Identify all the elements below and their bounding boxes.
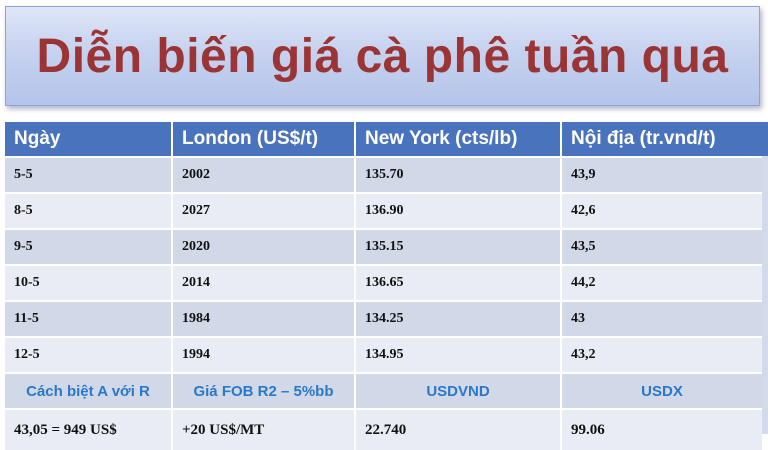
table-cell: 135.15 [356, 230, 560, 264]
table-cell: 2020 [173, 230, 354, 264]
title-banner: Diễn biến giá cà phê tuần qua [5, 6, 760, 106]
coffee-price-table: Ngày London (US$/t) New York (cts/lb) Nộ… [5, 122, 762, 450]
fob-price-value: +20 US$/MT [173, 410, 354, 450]
subheader-usdx: USDX [562, 374, 762, 408]
table-cell: 42,6 [562, 194, 762, 228]
table-cell: 5-5 [5, 158, 171, 192]
table-cell: 44,2 [562, 266, 762, 300]
table-cell: 135.70 [356, 158, 560, 192]
table-cell: 43,2 [562, 338, 762, 372]
table-cell: 1984 [173, 302, 354, 336]
table-cell: 8-5 [5, 194, 171, 228]
table-cell: 136.90 [356, 194, 560, 228]
table-cell: 134.95 [356, 338, 560, 372]
table-cell: 2014 [173, 266, 354, 300]
table-cell: 2002 [173, 158, 354, 192]
spread-value: 43,05 = 949 US$ [5, 410, 171, 450]
table-cell: 12-5 [5, 338, 171, 372]
table-cell: 43 [562, 302, 762, 336]
table-cell: 136.65 [356, 266, 560, 300]
table-cell: 9-5 [5, 230, 171, 264]
table-cell: 43,5 [562, 230, 762, 264]
page-title: Diễn biến giá cà phê tuần qua [36, 29, 729, 83]
table-cell: 10-5 [5, 266, 171, 300]
header-new-york: New York (cts/lb) [356, 122, 560, 156]
table-cell: 11-5 [5, 302, 171, 336]
table-edge [762, 122, 768, 434]
subheader-spread: Cách biệt A với R [5, 374, 171, 408]
table-cell: 43,9 [562, 158, 762, 192]
header-london: London (US$/t) [173, 122, 354, 156]
subheader-fob-price: Giá FOB R2 – 5%bb [173, 374, 354, 408]
usdx-value: 99.06 [562, 410, 762, 450]
table-cell: 134.25 [356, 302, 560, 336]
usdvnd-value: 22.740 [356, 410, 560, 450]
table-cell: 2027 [173, 194, 354, 228]
header-date: Ngày [5, 122, 171, 156]
subheader-usdvnd: USDVND [356, 374, 560, 408]
table-cell: 1994 [173, 338, 354, 372]
header-domestic: Nội địa (tr.vnd/t) [562, 122, 762, 156]
